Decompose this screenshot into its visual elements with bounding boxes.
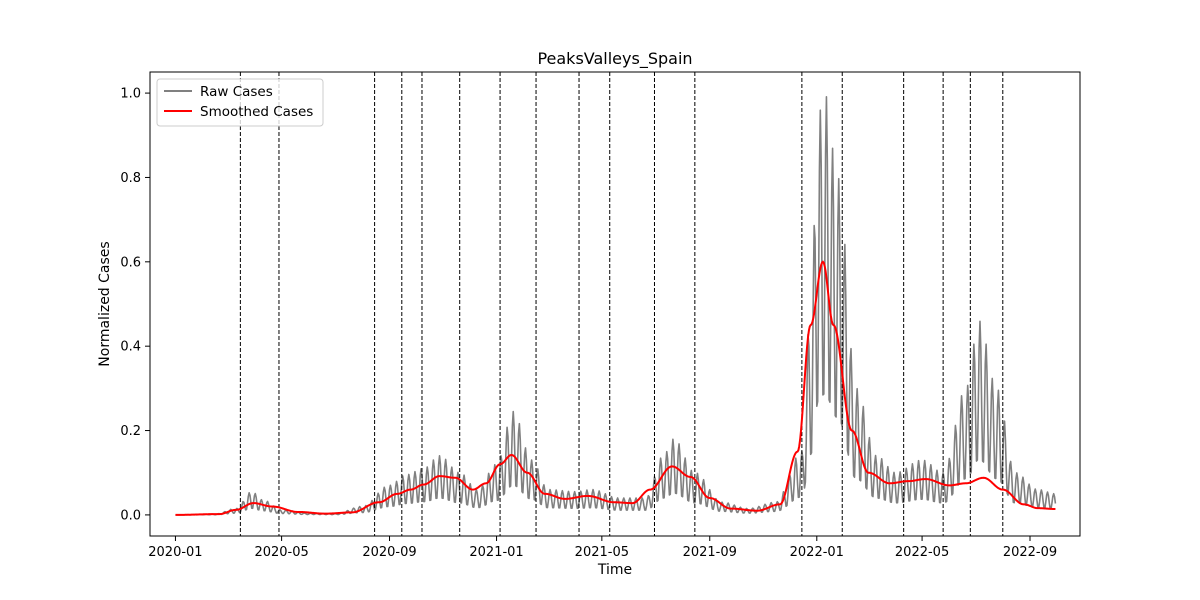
y-axis: 0.0 0.2 0.4 0.6 0.8 1.0 — [120, 87, 150, 523]
x-tick-label: 2021-01 — [469, 545, 523, 560]
plot-frame — [149, 71, 1081, 537]
legend-smoothed-label: Smoothed Cases — [200, 104, 313, 120]
y-tick-label: 1.0 — [120, 87, 141, 102]
smoothed-cases-line — [175, 260, 1056, 516]
x-tick-label: 2020-09 — [362, 545, 416, 560]
y-tick-label: 0.4 — [120, 340, 141, 355]
smoothed-cases-series — [175, 260, 1056, 516]
y-axis-label: Normalized Cases — [97, 241, 113, 366]
vertical-markers — [239, 72, 1004, 536]
raw-cases-line — [175, 95, 1057, 516]
x-axis-label: Time — [597, 562, 632, 578]
x-tick-label: 2022-05 — [895, 545, 949, 560]
legend: Raw Cases Smoothed Cases — [156, 78, 324, 127]
x-tick-label: 2021-09 — [683, 545, 737, 560]
y-tick-label: 0.2 — [120, 424, 141, 439]
legend-raw-label: Raw Cases — [200, 84, 273, 100]
x-axis: 2020-01 2020-05 2020-09 2021-01 2021-05 2021-… — [148, 536, 1057, 560]
y-tick-label: 0.8 — [120, 171, 141, 186]
raw-cases-series — [175, 95, 1057, 516]
y-tick-label: 0.0 — [120, 508, 141, 523]
x-tick-label: 2021-05 — [575, 545, 629, 560]
x-tick-label: 2022-01 — [790, 545, 844, 560]
legend-box — [156, 78, 324, 127]
x-tick-label: 2020-01 — [148, 545, 202, 560]
y-tick-label: 0.6 — [120, 255, 141, 270]
x-tick-label: 2022-09 — [1003, 545, 1057, 560]
chart-title: PeaksValleys_Spain — [537, 49, 692, 69]
x-tick-label: 2020-05 — [254, 545, 308, 560]
